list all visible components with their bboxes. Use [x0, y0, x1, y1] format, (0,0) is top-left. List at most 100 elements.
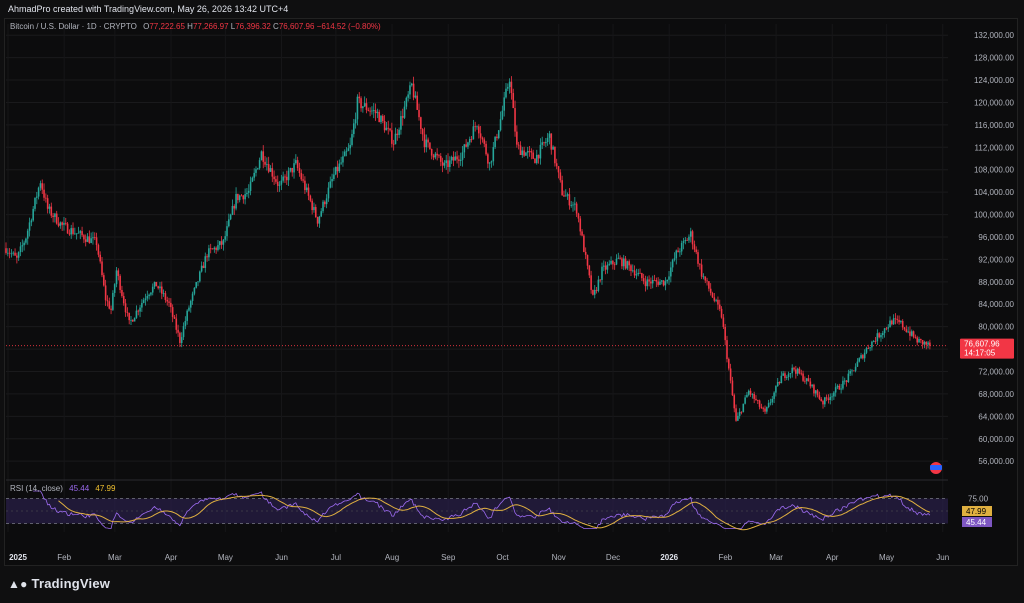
candle-body [86, 236, 89, 242]
candle-body [162, 293, 165, 295]
candle-body [193, 287, 196, 294]
candle-body [775, 386, 777, 393]
candle-body [715, 299, 717, 301]
candle-body [305, 187, 308, 191]
price-tick-label: 116,000.00 [975, 121, 1015, 130]
candle-body [666, 279, 669, 282]
candle-body [68, 233, 71, 235]
candle-body [702, 276, 705, 278]
candle-body [483, 139, 486, 144]
price-tick-label: 60,000.00 [978, 435, 1014, 444]
candle-body [887, 327, 890, 329]
candle-body [113, 284, 116, 293]
candle-body [728, 359, 730, 369]
candle-body [244, 194, 246, 200]
candle-body [414, 95, 417, 98]
event-flag-icon[interactable] [930, 462, 942, 474]
candle-body [717, 299, 719, 305]
candle-body [836, 385, 839, 388]
candle-body [499, 119, 502, 131]
candle-body [776, 382, 779, 387]
candle-body [235, 193, 237, 209]
candle-body [122, 296, 125, 304]
candle-body [782, 373, 784, 376]
rsi-pane[interactable] [6, 479, 948, 531]
footer [0, 566, 1024, 603]
candle-body [322, 201, 324, 212]
tradingview-logo-icon: ▲● [8, 577, 28, 591]
candle-body [755, 398, 757, 401]
candle-body [262, 151, 265, 162]
candle-body [311, 200, 313, 211]
time-axis[interactable]: 2025 Feb Mar Apr May Jun Jul Aug Sep Oct Nov Dec 202… [9, 553, 949, 562]
candle-body [731, 380, 734, 396]
candle-body [525, 152, 527, 156]
candle-body [434, 153, 437, 158]
candle-body [407, 94, 409, 98]
time-tick-label: Feb [718, 553, 732, 562]
candle-body [77, 232, 80, 234]
candle-body [555, 163, 558, 167]
low-value: 76,396.32 [235, 22, 271, 31]
candle-body [338, 163, 341, 172]
candle-body [881, 333, 884, 336]
candle-body [695, 249, 697, 253]
candle-body [104, 285, 107, 301]
candle-body [610, 260, 612, 264]
candle-body [909, 331, 911, 336]
candle-body [653, 279, 656, 281]
attribution-text: AhmadPro created with TradingView.com, M… [8, 4, 289, 14]
candle-body [920, 338, 922, 341]
candle-body [383, 121, 386, 131]
rsi-line [33, 490, 931, 529]
candle-body [189, 300, 192, 308]
candle-body [329, 181, 332, 188]
candle-body [675, 250, 678, 259]
candle-body [132, 319, 134, 322]
candle-body [289, 168, 292, 171]
candle-body [271, 168, 274, 177]
candle-body [206, 256, 208, 258]
candle-body [851, 370, 853, 372]
candle-body [595, 289, 598, 291]
candle-body [662, 280, 665, 286]
candle-body [186, 310, 188, 321]
candle-body [218, 241, 221, 246]
rsi-legend[interactable]: RSI (14, close) 45.44 47.99 [10, 484, 115, 493]
candle-body [822, 400, 824, 405]
candle-body [722, 317, 725, 327]
candle-body [831, 396, 833, 398]
price-chart[interactable]: 132,000.00 128,000.00 124,000.00 120,000.00… [0, 0, 1024, 566]
symbol-legend[interactable]: Bitcoin / U.S. Dollar · 1D · CRYPTO O77,… [10, 22, 381, 31]
price-tick-label: 120,000.00 [974, 98, 1015, 107]
candle-body [287, 170, 290, 181]
candle-body [436, 153, 438, 156]
brand-name: TradingView [31, 576, 111, 591]
rsi-ma-value: 47.99 [95, 484, 116, 493]
candle-body [648, 279, 650, 282]
candle-body [213, 247, 216, 250]
price-tick-label: 96,000.00 [978, 233, 1014, 242]
candle-body [200, 265, 203, 272]
candle-body [706, 280, 708, 282]
candle-body [10, 253, 13, 255]
price-axis[interactable]: 132,000.00 128,000.00 124,000.00 120,000.00… [974, 31, 1015, 466]
candle-body [43, 189, 45, 198]
candle-body [746, 394, 748, 398]
candle-body [295, 160, 297, 164]
chart-panel[interactable] [4, 18, 1018, 566]
candle-body [372, 110, 375, 111]
candle-body [564, 195, 567, 197]
candle-body [430, 148, 433, 156]
candle-body [630, 265, 632, 271]
candle-body [557, 166, 560, 173]
candle-body [481, 137, 484, 140]
tradingview-logo[interactable]: ▲● TradingView [8, 576, 110, 591]
candle-body [829, 396, 832, 401]
candle-body [246, 192, 248, 195]
candle-body [380, 115, 382, 123]
candle-body [581, 231, 583, 236]
candle-body [45, 197, 47, 199]
candle-body [155, 281, 158, 287]
candle-body [793, 367, 795, 370]
